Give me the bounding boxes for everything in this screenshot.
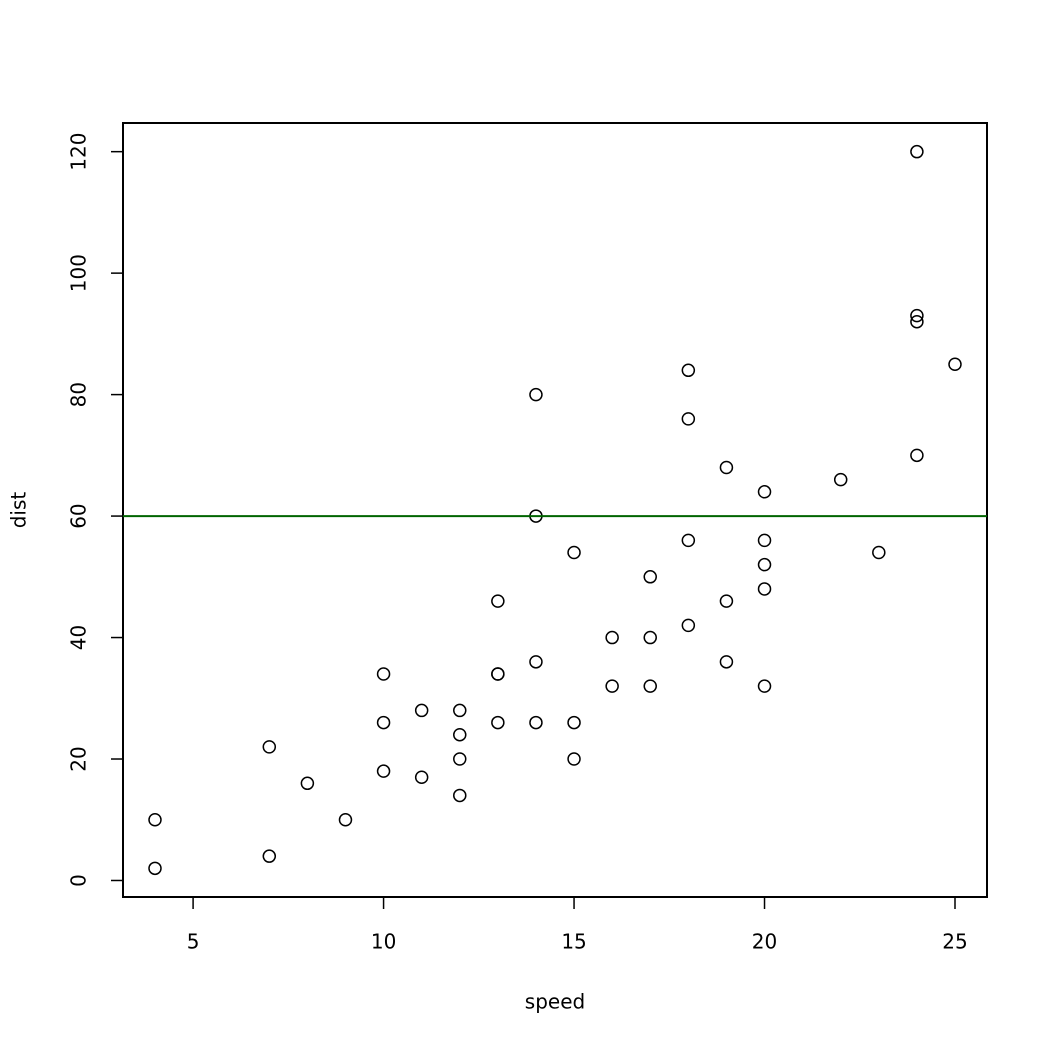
point	[148, 861, 162, 876]
x-tick-label: 15	[561, 930, 586, 954]
y-axis-label: dist	[7, 492, 31, 529]
y-tick-label: 60	[67, 503, 91, 528]
point	[567, 715, 581, 730]
point	[757, 485, 772, 499]
point	[757, 582, 772, 596]
x-tick-label: 25	[942, 930, 967, 954]
point	[453, 703, 467, 718]
x-tick-label: 20	[752, 930, 777, 954]
point	[300, 776, 315, 791]
point	[605, 630, 619, 645]
plot-box	[122, 122, 988, 898]
x-tick-label: 10	[371, 930, 396, 954]
point	[643, 570, 657, 584]
point	[453, 788, 467, 803]
point	[757, 533, 772, 548]
point	[643, 630, 657, 645]
point	[643, 679, 657, 693]
point	[338, 812, 353, 827]
point	[491, 667, 505, 681]
point	[605, 679, 619, 693]
y-tick-label: 20	[67, 746, 91, 771]
x-tick-label: 5	[187, 930, 200, 954]
point	[910, 144, 924, 159]
point	[414, 703, 429, 718]
point	[757, 679, 772, 693]
point	[872, 545, 886, 560]
y-tick-label: 100	[67, 254, 91, 292]
x-axis-label: speed	[525, 990, 585, 1014]
point	[529, 715, 543, 730]
point	[491, 594, 505, 608]
y-tick-label: 0	[67, 874, 91, 887]
point	[910, 314, 924, 329]
point	[414, 770, 429, 784]
point	[681, 363, 696, 378]
point	[910, 308, 924, 323]
point	[148, 812, 162, 827]
point	[757, 557, 772, 572]
point	[262, 740, 277, 754]
point	[719, 460, 734, 475]
y-tick-label: 80	[67, 382, 91, 407]
point	[948, 357, 962, 371]
point	[529, 655, 543, 669]
point	[453, 727, 467, 742]
point	[719, 594, 734, 608]
point	[262, 849, 277, 863]
y-tick-label: 120	[67, 133, 91, 171]
point	[833, 472, 848, 487]
point	[376, 764, 391, 778]
point	[681, 618, 696, 633]
point	[719, 655, 734, 669]
point	[910, 448, 924, 463]
point	[567, 545, 581, 560]
point	[567, 752, 581, 766]
y-tick-label: 40	[67, 625, 91, 650]
point	[491, 715, 505, 730]
point	[681, 533, 696, 548]
point	[453, 752, 467, 766]
point	[376, 667, 391, 681]
point	[529, 387, 543, 402]
point	[376, 715, 391, 730]
point	[681, 412, 696, 426]
